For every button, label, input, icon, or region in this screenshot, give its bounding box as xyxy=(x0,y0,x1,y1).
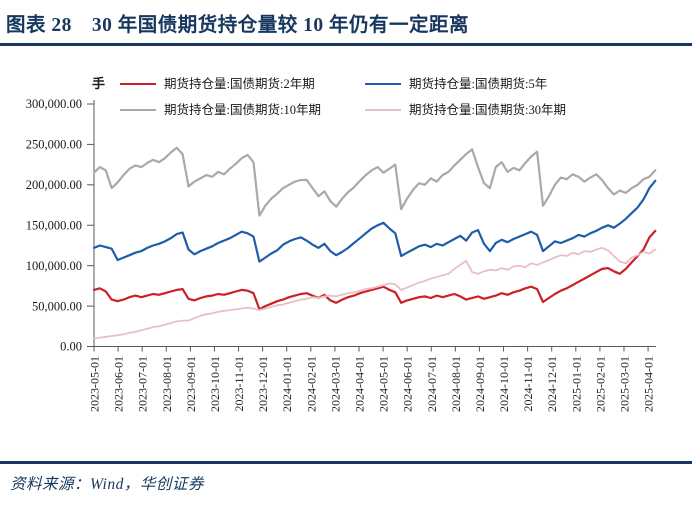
footer-divider xyxy=(0,461,692,464)
plot-area: 0.00 50,000.00 100,000.00 150,000.00 200,000… xyxy=(26,97,657,412)
series-line xyxy=(92,146,657,217)
y-tick-label: 50,000.00 xyxy=(32,299,82,313)
x-tick-label: 2024-07-01 xyxy=(425,356,439,412)
legend-swatch-2y xyxy=(120,83,156,85)
x-tick-label: 2024-01-01 xyxy=(280,356,294,412)
x-tick-label: 2024-09-01 xyxy=(473,356,487,412)
x-tick-label: 2024-03-01 xyxy=(328,356,342,412)
x-tick-label: 2023-11-01 xyxy=(232,356,246,412)
y-axis-unit-label: 手 xyxy=(92,76,106,91)
legend-item-30y: 期货持仓量:国债期货:30年期 xyxy=(365,102,566,118)
x-tick-label: 2024-05-01 xyxy=(377,356,391,412)
figure-title: 图表 28 30 年国债期货持仓量较 10 年仍有一定距离 xyxy=(6,15,470,36)
x-tick-label: 2024-11-01 xyxy=(521,356,535,412)
y-tick-label: 100,000.00 xyxy=(26,259,82,273)
source-note: 资料来源：Wind，华创证券 xyxy=(10,476,204,493)
x-tick-label: 2024-08-01 xyxy=(449,356,463,412)
x-tick-label: 2023-08-01 xyxy=(160,356,174,412)
series-line xyxy=(92,179,657,263)
legend-item-2y: 期货持仓量:国债期货:2年期 xyxy=(120,76,365,92)
legend-label-30y: 期货持仓量:国债期货:30年期 xyxy=(409,103,566,117)
x-tick-label: 2025-02-01 xyxy=(593,356,607,412)
x-tick-label: 2023-10-01 xyxy=(208,356,222,412)
y-tick-label: 0.00 xyxy=(60,340,82,354)
legend-item-10y: 期货持仓量:国债期货:10年期 xyxy=(120,102,365,118)
legend-label-5y: 期货持仓量:国债期货:5年 xyxy=(409,77,548,91)
x-tick-label: 2023-12-01 xyxy=(256,356,270,412)
x-tick-label: 2024-06-01 xyxy=(401,356,415,412)
x-tick-label: 2025-03-01 xyxy=(617,356,631,412)
y-tick-label: 250,000.00 xyxy=(26,138,82,152)
legend-swatch-10y xyxy=(120,109,156,111)
legend-label-10y: 期货持仓量:国债期货:10年期 xyxy=(164,103,321,117)
legend-label-2y: 期货持仓量:国债期货:2年期 xyxy=(164,77,315,91)
x-tick-label: 2024-12-01 xyxy=(545,356,559,412)
y-tick-label: 300,000.00 xyxy=(26,97,82,111)
legend-swatch-5y xyxy=(365,83,401,85)
series-line xyxy=(92,229,657,311)
legend-swatch-30y xyxy=(365,109,401,111)
x-tick-label: 2024-04-01 xyxy=(352,356,366,412)
chart-legend-row-2: 期货持仓量:国债期货:10年期 期货持仓量:国债期货:30年期 xyxy=(92,102,566,118)
x-tick-label: 2023-09-01 xyxy=(184,356,198,412)
legend-item-5y: 期货持仓量:国债期货:5年 xyxy=(365,76,547,92)
x-tick-label: 2025-01-01 xyxy=(569,356,583,412)
x-tick-label: 2023-05-01 xyxy=(88,356,102,412)
x-tick-label: 2024-02-01 xyxy=(304,356,318,412)
chart-legend-row-1: 手 期货持仓量:国债期货:2年期 期货持仓量:国债期货:5年 xyxy=(92,76,547,92)
title-divider xyxy=(0,43,692,46)
x-tick-label: 2023-06-01 xyxy=(112,356,126,412)
y-tick-label: 200,000.00 xyxy=(26,178,82,192)
x-tick-label: 2025-04-01 xyxy=(642,356,656,412)
x-tick-label: 2024-10-01 xyxy=(497,356,511,412)
y-tick-label: 150,000.00 xyxy=(26,218,82,232)
x-tick-label: 2023-07-01 xyxy=(136,356,150,412)
series-line xyxy=(93,246,657,340)
